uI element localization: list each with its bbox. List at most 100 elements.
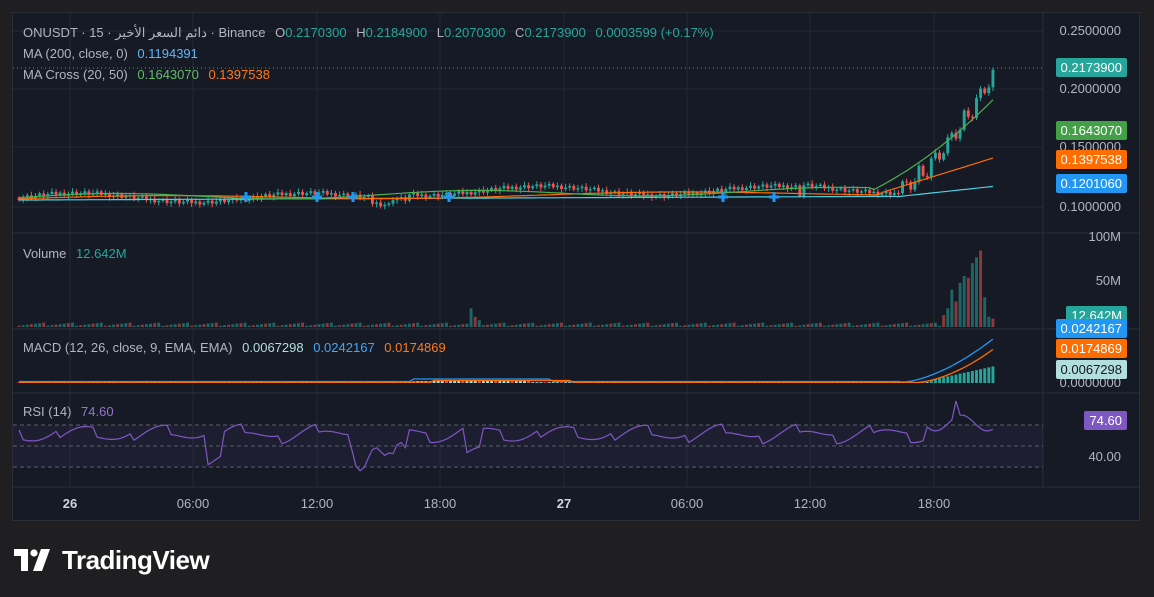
candle-body	[490, 187, 494, 191]
macd-histogram-bar	[568, 382, 572, 383]
candle-body	[601, 190, 605, 192]
volume-bar	[892, 324, 896, 327]
last-price-label: 0.2173900	[1055, 58, 1127, 77]
candle-body	[888, 191, 892, 195]
candle-body	[288, 193, 292, 197]
price-tick: 0.2000000	[1059, 81, 1121, 96]
volume-bar	[202, 324, 206, 327]
candle-body	[950, 132, 954, 138]
candle-body	[502, 186, 506, 189]
volume-bar	[75, 325, 79, 327]
volume-bar	[839, 323, 843, 327]
volume-bar	[366, 325, 370, 327]
volume-bar	[843, 323, 847, 327]
candle-body	[584, 186, 588, 191]
volume-bar	[938, 325, 941, 327]
macross-legend[interactable]: MA Cross (20, 50) 0.1643070 0.1397538	[23, 67, 276, 82]
candle-body	[975, 98, 978, 118]
volume-bar	[420, 325, 424, 327]
volume-bar	[605, 324, 609, 327]
candle-body	[946, 137, 950, 154]
tradingview-logo[interactable]: TradingView	[14, 543, 210, 577]
volume-legend[interactable]: Volume 12.642M	[23, 246, 133, 261]
volume-bar	[679, 325, 683, 327]
volume-bar	[132, 325, 136, 327]
volume-bar	[720, 324, 724, 327]
candle-body	[407, 194, 411, 201]
candle-body	[165, 199, 169, 204]
volume-bar	[190, 325, 194, 327]
ma200-legend[interactable]: MA (200, close, 0) 0.1194391	[23, 46, 204, 61]
volume-bar	[523, 323, 526, 327]
candle-body	[506, 186, 510, 189]
volume-bar	[991, 318, 995, 327]
volume-bar	[272, 322, 276, 327]
candle-body	[424, 194, 428, 198]
candle-body	[781, 185, 785, 188]
volume-bar	[297, 323, 300, 327]
macd-histogram-bar	[543, 382, 547, 383]
ma-cross-marker	[312, 192, 322, 202]
candle-body	[831, 187, 835, 191]
candle-body	[901, 181, 904, 194]
ma-slow-price-label: 0.1397538	[1055, 150, 1127, 169]
candle-body	[210, 200, 214, 204]
ma200-label: MA (200, close, 0)	[23, 46, 128, 61]
candle-body	[481, 189, 485, 193]
volume-bar	[243, 322, 247, 327]
candle-body	[325, 191, 329, 195]
volume-bar	[268, 323, 272, 327]
volume-bar	[518, 324, 522, 327]
macd-histogram-bar	[966, 371, 970, 383]
macd-hist-value: 0.0067298	[242, 340, 304, 355]
candle-body	[921, 165, 925, 176]
candle-body	[412, 192, 415, 195]
volume-bar	[847, 322, 851, 327]
candle-body	[268, 194, 272, 197]
tradingview-logo-icon	[14, 549, 50, 571]
volume-bar	[260, 324, 263, 327]
chart-canvas[interactable]	[13, 13, 1140, 521]
volume-bar	[83, 324, 87, 327]
volume-bar	[736, 325, 740, 327]
volume-bar	[675, 322, 678, 327]
macd-legend[interactable]: MACD (12, 26, close, 9, EMA, EMA) 0.0067…	[23, 340, 452, 355]
macd-histogram-bar	[975, 370, 978, 383]
candle-body	[933, 152, 937, 159]
volume-bar	[54, 324, 58, 327]
candle-body	[523, 185, 526, 188]
candle-body	[71, 191, 74, 194]
candle-body	[568, 185, 572, 188]
volume-bar	[99, 322, 103, 327]
candle-body	[334, 192, 337, 197]
candle-body	[54, 191, 58, 195]
volume-bar	[116, 324, 120, 327]
volume-bar	[625, 325, 629, 327]
brand-name: TradingView	[62, 544, 210, 575]
candle-body	[732, 186, 736, 190]
volume-bar	[884, 325, 888, 327]
macd-histogram-bar	[449, 381, 452, 383]
volume-value: 12.642M	[76, 246, 127, 261]
candle-body	[851, 189, 855, 191]
volume-bar	[609, 323, 613, 327]
volume-bar	[473, 316, 477, 327]
candle-body	[428, 195, 432, 198]
ma-fast-line	[19, 99, 994, 200]
chart-frame[interactable]: ONUSDT · 15 · دائم السعر الأخير · Binanc…	[12, 12, 1140, 521]
candle-body	[272, 194, 276, 197]
volume-bar	[601, 324, 605, 327]
volume-bar	[313, 324, 317, 327]
volume-bar	[547, 324, 551, 327]
volume-bar	[929, 323, 933, 327]
ma-cross-marker	[718, 192, 728, 202]
candle-body	[214, 201, 218, 204]
candle-body	[802, 185, 806, 196]
volume-bar	[264, 323, 268, 327]
volume-bar	[375, 324, 379, 327]
time-tick: 12:00	[793, 496, 827, 511]
candle-body	[757, 186, 761, 189]
candle-body	[749, 185, 752, 188]
rsi-legend[interactable]: RSI (14) 74.60	[23, 404, 120, 419]
candle-body	[576, 188, 580, 190]
